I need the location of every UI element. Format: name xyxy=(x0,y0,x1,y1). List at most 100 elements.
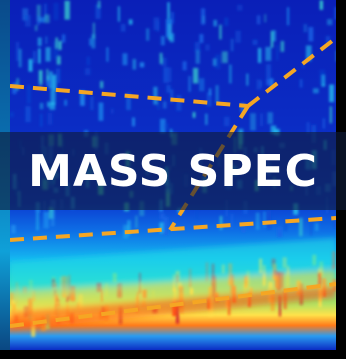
speckle xyxy=(47,112,53,125)
speckle xyxy=(270,30,274,48)
speckle xyxy=(224,17,229,26)
speckle xyxy=(170,89,174,103)
speckle xyxy=(287,7,290,26)
speckle xyxy=(250,113,256,131)
speckle xyxy=(53,41,59,60)
speckle xyxy=(92,22,95,39)
peak-speckle xyxy=(176,305,179,324)
speckle xyxy=(44,14,50,23)
speckle xyxy=(166,85,171,93)
speckle xyxy=(267,112,273,124)
speckle xyxy=(159,222,165,234)
speckle xyxy=(256,15,261,25)
speckle xyxy=(44,3,47,20)
speckle xyxy=(213,19,217,27)
speckle xyxy=(153,17,160,31)
speckle xyxy=(52,74,57,91)
speckle xyxy=(25,15,31,27)
speckle xyxy=(122,53,128,66)
speckle xyxy=(215,54,221,69)
speckle xyxy=(169,67,172,82)
speckle xyxy=(25,106,31,123)
speckle xyxy=(64,99,68,106)
speckle xyxy=(160,36,165,46)
speckle xyxy=(176,95,182,111)
speckle xyxy=(55,37,58,49)
diagonal-dashed-line xyxy=(246,36,336,108)
bottom-border xyxy=(0,350,346,359)
speckle xyxy=(329,84,334,103)
speckle xyxy=(117,6,120,22)
speckle xyxy=(39,17,45,23)
speckle xyxy=(163,216,169,235)
speckle xyxy=(89,38,92,46)
speckle xyxy=(319,0,323,10)
speckle xyxy=(240,103,246,113)
speckle xyxy=(46,79,52,87)
speckle xyxy=(327,19,333,26)
speckle xyxy=(120,24,126,32)
speckle xyxy=(156,101,160,110)
speckle xyxy=(146,28,150,41)
speckle xyxy=(266,64,271,83)
speckle xyxy=(40,113,43,127)
speckle xyxy=(260,113,263,126)
speckle xyxy=(62,34,66,43)
speckle xyxy=(98,102,104,121)
title-banner: MASS SPEC xyxy=(0,132,346,210)
speckle xyxy=(16,78,19,91)
speckle xyxy=(219,216,223,230)
speckle xyxy=(85,68,91,75)
speckle xyxy=(266,210,271,230)
upper-dashed-line xyxy=(10,84,249,108)
spectrogram-ridge xyxy=(10,238,336,330)
speckle xyxy=(55,68,61,84)
speckle xyxy=(163,67,170,83)
speckle xyxy=(135,215,138,228)
speckle xyxy=(329,106,332,124)
speckle xyxy=(219,24,222,40)
speckle xyxy=(163,101,167,109)
speckle xyxy=(43,211,49,229)
speckle xyxy=(206,92,212,107)
speckle xyxy=(195,49,200,64)
speckle xyxy=(264,14,267,23)
speckle xyxy=(257,48,262,63)
speckle xyxy=(11,225,16,234)
speckle xyxy=(255,212,260,230)
speckle xyxy=(100,81,104,89)
speckle xyxy=(12,82,17,94)
speckle xyxy=(126,92,131,111)
speckle xyxy=(56,55,61,65)
speckle xyxy=(237,4,243,11)
speckle xyxy=(303,24,308,33)
speckle xyxy=(166,19,172,38)
banner-title: MASS SPEC xyxy=(28,145,318,197)
speckle xyxy=(322,118,325,129)
speckle xyxy=(39,102,44,110)
speckle xyxy=(256,79,261,90)
speckle xyxy=(160,118,166,134)
speckle xyxy=(50,89,56,106)
speckle xyxy=(91,34,96,49)
speckle xyxy=(159,213,165,220)
speckle xyxy=(277,227,283,238)
speckle xyxy=(266,79,272,86)
speckle xyxy=(26,84,31,104)
speckle xyxy=(64,0,70,20)
speckle xyxy=(139,62,145,68)
speckle xyxy=(36,213,39,231)
speckle xyxy=(45,47,51,62)
speckle xyxy=(106,47,109,62)
speckle xyxy=(47,101,50,108)
speckle xyxy=(10,112,14,118)
speckle xyxy=(212,58,217,66)
speckle xyxy=(205,113,208,125)
speckle xyxy=(299,218,303,237)
speckle xyxy=(36,4,41,22)
speckle xyxy=(305,45,312,62)
speckle xyxy=(37,15,40,25)
speckle xyxy=(235,30,241,43)
speckle xyxy=(171,12,175,24)
speckle xyxy=(241,226,246,233)
